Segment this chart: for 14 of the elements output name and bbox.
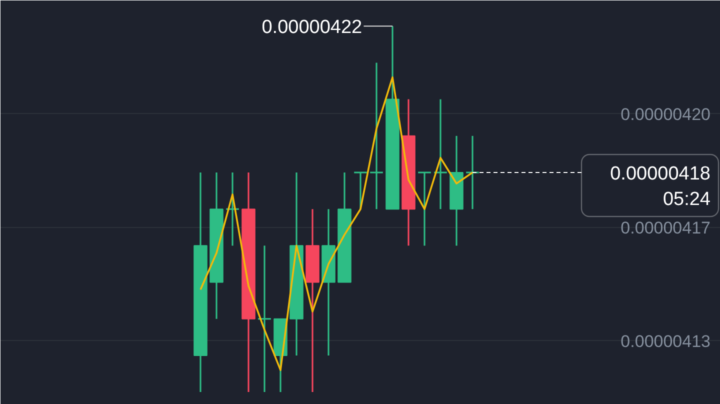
candlestick bbox=[417, 172, 432, 246]
candlestick bbox=[257, 244, 272, 393]
y-tick-label: 0.00000420 bbox=[620, 104, 711, 124]
y-tick-label: 0.00000413 bbox=[620, 332, 711, 351]
candlestick bbox=[225, 172, 240, 246]
candlestick bbox=[369, 62, 384, 210]
y-tick-label: 0.00000417 bbox=[620, 218, 711, 238]
annotation: 05:24 bbox=[662, 188, 711, 210]
line-series bbox=[200, 76, 474, 371]
annotation: 0.00000422 bbox=[262, 17, 362, 38]
candlestick bbox=[353, 172, 368, 210]
ref-line-label: 0.00000418 bbox=[610, 163, 711, 184]
candlestick bbox=[465, 135, 480, 210]
candlestick bbox=[433, 98, 448, 210]
